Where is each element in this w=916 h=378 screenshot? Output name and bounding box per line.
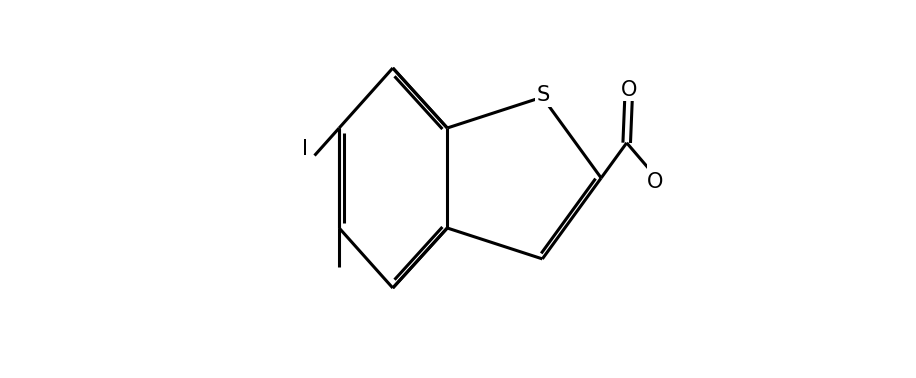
Text: I: I: [302, 139, 308, 159]
Text: O: O: [620, 80, 637, 100]
Text: S: S: [537, 85, 551, 105]
Text: O: O: [648, 172, 663, 192]
